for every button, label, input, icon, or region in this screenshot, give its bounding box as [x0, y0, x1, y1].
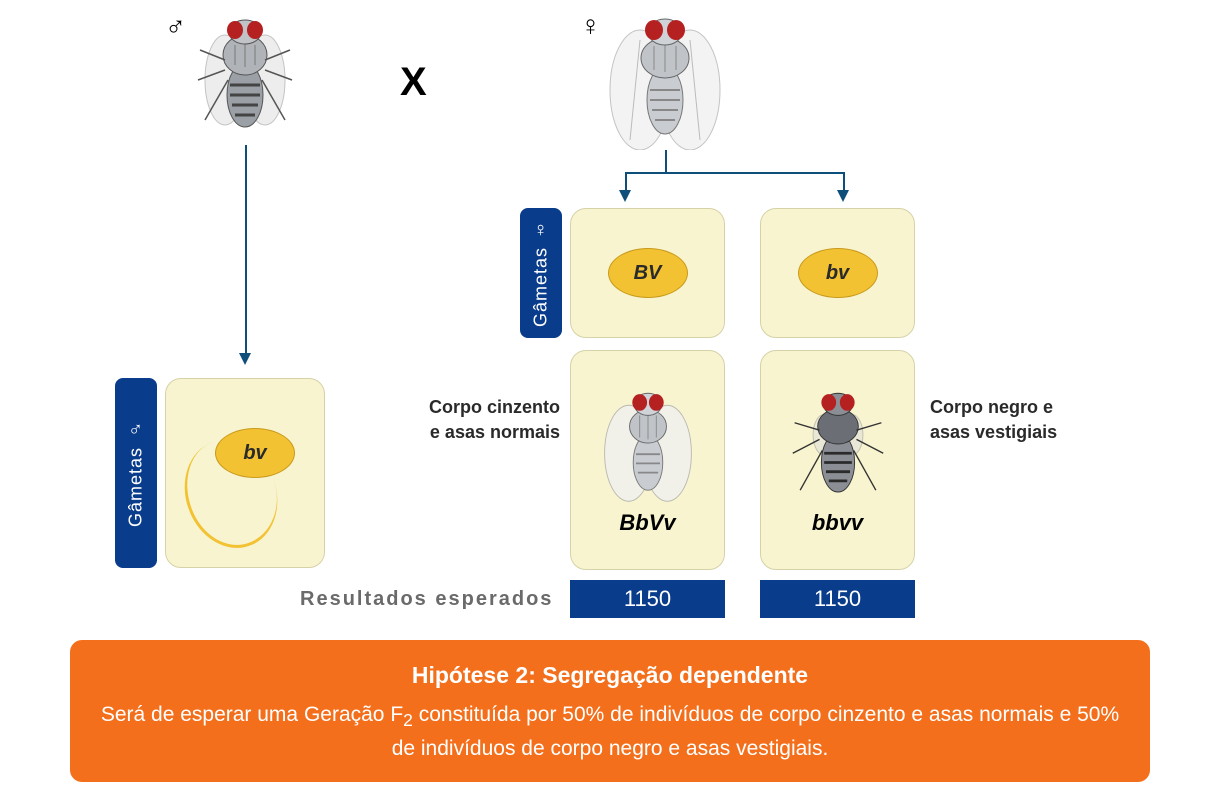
- phenotype-left: Corpo cinzento e asas normais: [385, 395, 560, 445]
- phen-left-line2: e asas normais: [430, 422, 560, 442]
- male-gamete-badge: Gâmetas ♂: [115, 378, 157, 568]
- female-gamete-badge: Gâmetas ♀: [520, 208, 562, 338]
- phen-right-line1: Corpo negro e: [930, 397, 1053, 417]
- female-symbol-badge: ♀: [533, 219, 549, 242]
- female-arrow-right-drop: [843, 172, 845, 192]
- count-box-1: 1150: [570, 580, 725, 618]
- female-gamete-egg-1: BV: [608, 248, 688, 298]
- results-label: Resultados esperados: [300, 588, 553, 611]
- phen-left-line1: Corpo cinzento: [429, 397, 560, 417]
- male-gamete-egg: bv: [215, 428, 295, 478]
- male-arrow-line: [245, 145, 247, 355]
- gamete-label-female: Gâmetas: [531, 246, 552, 326]
- male-symbol: ♂: [165, 10, 186, 42]
- male-parent-fly-icon: [190, 10, 300, 140]
- offspring-genotype-1: BbVv: [619, 510, 675, 536]
- offspring-cell-2: bbvv: [760, 350, 915, 570]
- female-arrow-right-head-icon: [837, 190, 849, 202]
- phen-right-line2: asas vestigiais: [930, 422, 1057, 442]
- male-arrow-head-icon: [239, 353, 251, 365]
- female-gamete-allele-2: bv: [826, 262, 849, 285]
- female-gamete-egg-2: bv: [798, 248, 878, 298]
- male-gamete-allele: bv: [243, 442, 266, 465]
- male-gamete-cell: bv: [165, 378, 325, 568]
- offspring-cell-1: BbVv: [570, 350, 725, 570]
- female-arrow-left-drop: [625, 172, 627, 192]
- gamete-label-male: Gâmetas: [126, 446, 147, 526]
- offspring-fly-2-icon: [783, 384, 893, 504]
- phenotype-right: Corpo negro e asas vestigiais: [930, 395, 1130, 445]
- hypothesis-body: Será de esperar uma Geração F2 constituí…: [100, 699, 1120, 765]
- hyp-body-1: Será de esperar uma Geração F: [101, 703, 403, 726]
- female-arrow-stem: [665, 150, 667, 172]
- male-symbol-badge: ♂: [128, 419, 144, 442]
- female-arrow-left-head-icon: [619, 190, 631, 202]
- female-parent-fly-icon: [600, 10, 730, 150]
- count-box-2: 1150: [760, 580, 915, 618]
- female-gamete-allele-1: BV: [634, 262, 662, 285]
- female-symbol: ♀: [580, 10, 601, 42]
- female-arrow-hbar: [625, 172, 845, 174]
- hyp-body-2: constituída por 50% de indivíduos de cor…: [392, 703, 1119, 760]
- hypothesis-title: Hipótese 2: Segregação dependente: [100, 658, 1120, 693]
- offspring-fly-1-icon: [593, 384, 703, 504]
- hypothesis-box: Hipótese 2: Segregação dependente Será d…: [70, 640, 1150, 782]
- hyp-body-sub: 2: [403, 710, 413, 730]
- cross-symbol: X: [400, 60, 427, 105]
- offspring-genotype-2: bbvv: [812, 510, 863, 536]
- female-gamete-cell-bv-lower: bv: [760, 208, 915, 338]
- female-gamete-cell-bv-upper: BV: [570, 208, 725, 338]
